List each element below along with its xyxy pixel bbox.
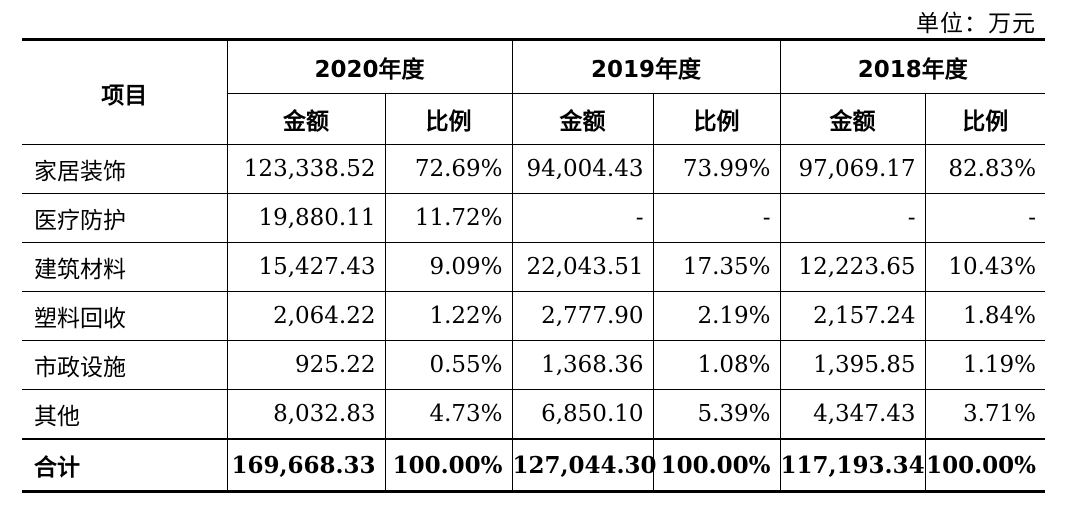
total-row: 合计 169,668.33 100.00% 127,044.30 100.00%… [22,438,1046,492]
total-amount-cell: 117,193.34 [779,438,926,492]
amount-cell: 15,427.43 [226,242,386,292]
ratio-cell: - [652,193,781,243]
unit-label: 单位：万元 [916,11,1036,37]
header-row-years: 项目 2020年度 2019年度 2018年度 [22,39,1046,145]
ratio-cell: 73.99% [652,144,781,194]
amount-header: 金额 [227,93,386,145]
amount-cell: 22,043.51 [511,242,654,292]
amount-cell: 123,338.52 [226,144,386,194]
ratio-header: 比例 [924,93,1046,145]
amount-cell: 2,157.24 [779,291,926,341]
total-label: 合计 [22,438,228,492]
amount-header: 金额 [511,93,654,145]
amount-cell: 12,223.65 [779,242,926,292]
table-row: 市政设施 925.22 0.55% 1,368.36 1.08% 1,395.8… [22,340,1046,390]
amount-cell: 925.22 [226,340,386,390]
year-header: 2020年度 [226,39,513,94]
ratio-cell: 82.83% [924,144,1046,194]
ratio-cell: 5.39% [652,389,781,440]
ratio-cell: 3.71% [924,389,1046,440]
amount-cell: - [511,193,654,243]
amount-cell: 1,395.85 [779,340,926,390]
ratio-cell: 2.19% [652,291,781,341]
amount-cell: 2,777.90 [511,291,654,341]
revenue-table: 项目 2020年度 2019年度 2018年度 金额 比例 金额 比例 金额 比… [22,38,1046,493]
ratio-cell: 4.73% [384,389,513,440]
amount-cell: 1,368.36 [511,340,654,390]
total-ratio-cell: 100.00% [384,438,513,492]
amount-cell: 4,347.43 [779,389,926,440]
ratio-header: 比例 [652,93,781,145]
row-label: 其他 [22,389,228,440]
amount-cell: - [779,193,926,243]
ratio-cell: 1.84% [924,291,1046,341]
row-label: 医疗防护 [22,193,228,243]
ratio-cell: 1.08% [652,340,781,390]
amount-header: 金额 [779,93,926,145]
amount-cell: 2,064.22 [226,291,386,341]
ratio-cell: 9.09% [384,242,513,292]
total-ratio-cell: 100.00% [652,438,781,492]
ratio-cell: 1.19% [924,340,1046,390]
year-header: 2018年度 [779,39,1046,94]
amount-cell: 94,004.43 [511,144,654,194]
total-ratio-cell: 100.00% [924,438,1046,492]
ratio-cell: - [924,193,1046,243]
table-row: 医疗防护 19,880.11 11.72% - - - - [22,193,1046,243]
row-label: 塑料回收 [22,291,228,341]
table-row: 其他 8,032.83 4.73% 6,850.10 5.39% 4,347.4… [22,389,1046,440]
row-label: 家居装饰 [22,144,228,194]
header-row-columns: 金额 比例 金额 比例 金额 比例 [22,93,1046,145]
item-header: 项目 [22,39,228,145]
ratio-cell: 11.72% [384,193,513,243]
ratio-cell: 1.22% [384,291,513,341]
amount-cell: 97,069.17 [779,144,926,194]
ratio-cell: 10.43% [924,242,1046,292]
year-header: 2019年度 [511,39,781,94]
table-row: 建筑材料 15,427.43 9.09% 22,043.51 17.35% 12… [22,242,1046,292]
table-row: 家居装饰 123,338.52 72.69% 94,004.43 73.99% … [22,144,1046,194]
ratio-cell: 17.35% [652,242,781,292]
total-amount-cell: 169,668.33 [226,438,386,492]
row-label: 建筑材料 [22,242,228,292]
amount-cell: 19,880.11 [226,193,386,243]
table-row: 塑料回收 2,064.22 1.22% 2,777.90 2.19% 2,157… [22,291,1046,341]
ratio-header: 比例 [384,93,513,145]
total-amount-cell: 127,044.30 [511,438,657,492]
ratio-cell: 72.69% [384,144,513,194]
amount-cell: 6,850.10 [511,389,654,440]
amount-cell: 8,032.83 [226,389,386,440]
row-label: 市政设施 [22,340,228,390]
ratio-cell: 0.55% [384,340,513,390]
